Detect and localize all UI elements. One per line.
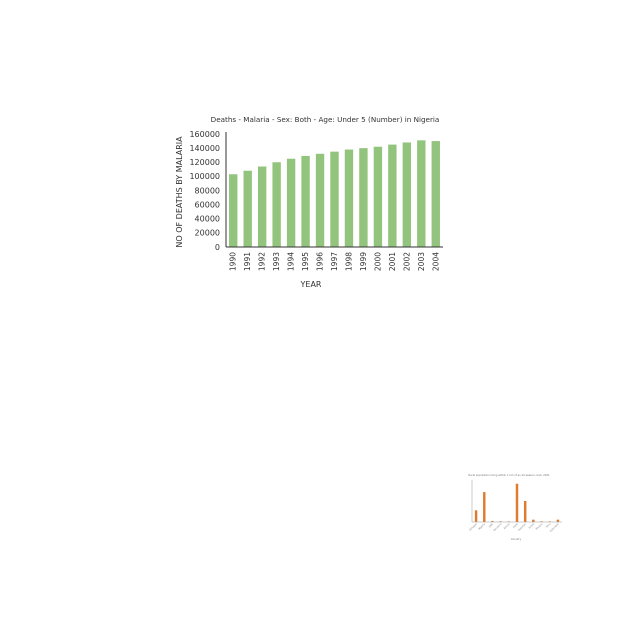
mini-x-tick-label: Brazil: [528, 522, 535, 529]
x-tick-label: 1993: [272, 252, 281, 271]
x-tick-label: 1990: [229, 252, 238, 271]
mini-bar-India: [515, 483, 519, 522]
x-tick-label: 2002: [402, 252, 411, 271]
mini-bar-Indonesia: [556, 519, 560, 522]
mini-x-tick-label: Mexico: [535, 522, 543, 530]
bar-1997: [330, 151, 339, 247]
mini-x-tick-label: DRC: [488, 522, 494, 528]
mini-bar-Brazil: [532, 519, 535, 522]
y-tick-label: 60000: [195, 200, 220, 209]
mini-bar-Kenya: [507, 521, 511, 522]
malaria-deaths-chart: Deaths - Malaria - Sex: Both - Age: Unde…: [170, 108, 450, 293]
x-axis-label: YEAR: [300, 280, 322, 289]
x-tick-label: 1998: [344, 252, 353, 271]
mini-bar-Tanzania: [499, 521, 502, 522]
bar-1990: [229, 174, 238, 247]
bar-2000: [373, 146, 383, 247]
x-tick-label: 1992: [258, 252, 267, 271]
bar-1998: [344, 149, 354, 247]
y-tick-label: 160000: [189, 130, 220, 139]
mini-x-tick-label: Ethiopia: [469, 522, 478, 531]
rural-population-chart-svg: Rural population living within 1 km of a…: [468, 473, 562, 541]
bar-2001: [388, 144, 397, 247]
bar-1994: [286, 158, 296, 247]
mini-x-tick-label: Peru: [546, 522, 552, 528]
mini-bar-Ethiopia: [474, 510, 478, 522]
bar-2003: [417, 140, 426, 247]
x-tick-label: 2003: [417, 252, 426, 271]
mini-x-axis-label: Country: [511, 537, 522, 541]
y-tick-label: 140000: [189, 144, 220, 153]
y-axis-label: NO OF DEATHS BY MALARIA: [175, 136, 184, 248]
bar-2002: [402, 142, 412, 247]
x-tick-label: 1999: [359, 252, 368, 271]
bar-1995: [301, 155, 310, 247]
malaria-deaths-chart-svg: Deaths - Malaria - Sex: Both - Age: Unde…: [175, 115, 443, 289]
mini-chart-title: Rural population living within 1 km of a…: [468, 473, 550, 477]
x-tick-label: 1997: [330, 252, 339, 271]
x-tick-label: 2000: [373, 252, 382, 271]
y-tick-label: 120000: [189, 158, 220, 167]
y-tick-label: 100000: [189, 172, 220, 181]
bar-1993: [272, 162, 281, 247]
mini-x-tick-label: Kenya: [503, 522, 511, 530]
mini-bar-Mexico: [540, 521, 543, 522]
y-tick-label: 80000: [195, 186, 220, 195]
mini-bar-DRC: [491, 521, 494, 522]
x-tick-label: 1995: [301, 252, 310, 271]
x-tick-label: 1994: [287, 252, 296, 271]
x-tick-label: 1991: [243, 252, 252, 271]
x-tick-label: 2001: [388, 252, 397, 271]
bar-1992: [257, 166, 267, 247]
bar-1991: [243, 170, 252, 247]
x-tick-label: 2004: [431, 252, 440, 271]
mini-x-tick-label: India: [512, 522, 519, 529]
mini-bar-Peru: [548, 521, 551, 522]
chart-title: Deaths - Malaria - Sex: Both - Age: Unde…: [211, 115, 440, 124]
rural-population-chart: Rural population living within 1 km of a…: [450, 470, 568, 542]
bar-2004: [431, 141, 440, 247]
y-tick-label: 20000: [195, 229, 220, 238]
y-tick-label: 0: [215, 243, 220, 252]
x-tick-label: 1996: [316, 252, 325, 271]
bar-1999: [359, 148, 368, 247]
mini-bar-Nigeria: [483, 492, 486, 522]
mini-x-tick-label: Nigeria: [478, 522, 487, 531]
mini-bar-Pakistan: [523, 501, 527, 522]
y-tick-label: 40000: [195, 215, 220, 224]
mini-x-tick-label: Indonesia: [549, 522, 560, 533]
mini-x-tick-label: Tanzania: [493, 522, 503, 532]
mini-x-tick-label: Pakistan: [518, 522, 528, 532]
bar-1996: [315, 153, 325, 247]
